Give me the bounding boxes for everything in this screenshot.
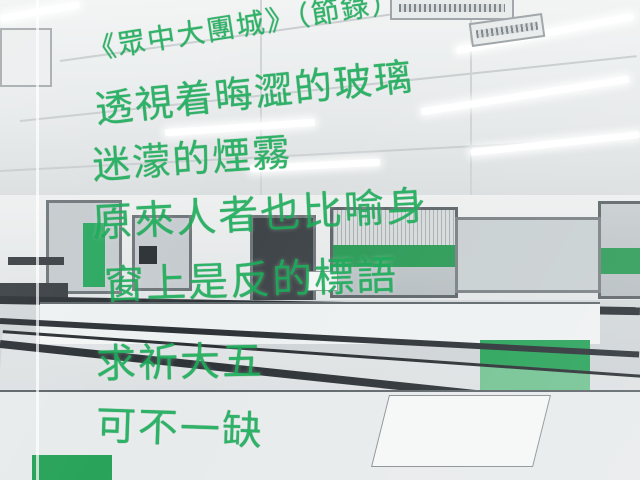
green-bench-edge (32, 455, 112, 480)
window (330, 207, 458, 298)
window (598, 201, 640, 299)
box (306, 271, 338, 291)
ceiling-light (420, 75, 630, 116)
back-wall (0, 195, 640, 309)
dark-doorway (250, 215, 316, 309)
ceiling (0, 0, 640, 205)
poem-line: 可不一缺 (95, 403, 265, 455)
doorway (46, 200, 122, 294)
shelf (8, 257, 64, 265)
window (455, 217, 601, 293)
poem-line: 窗上是反的標語 (103, 252, 399, 310)
doorway (132, 215, 192, 291)
air-conditioner (0, 28, 52, 87)
poem-line: 求祈大五 (95, 338, 265, 388)
ceiling-vent (390, 0, 514, 20)
desk-panel (371, 395, 551, 467)
ceiling-light (0, 1, 81, 22)
